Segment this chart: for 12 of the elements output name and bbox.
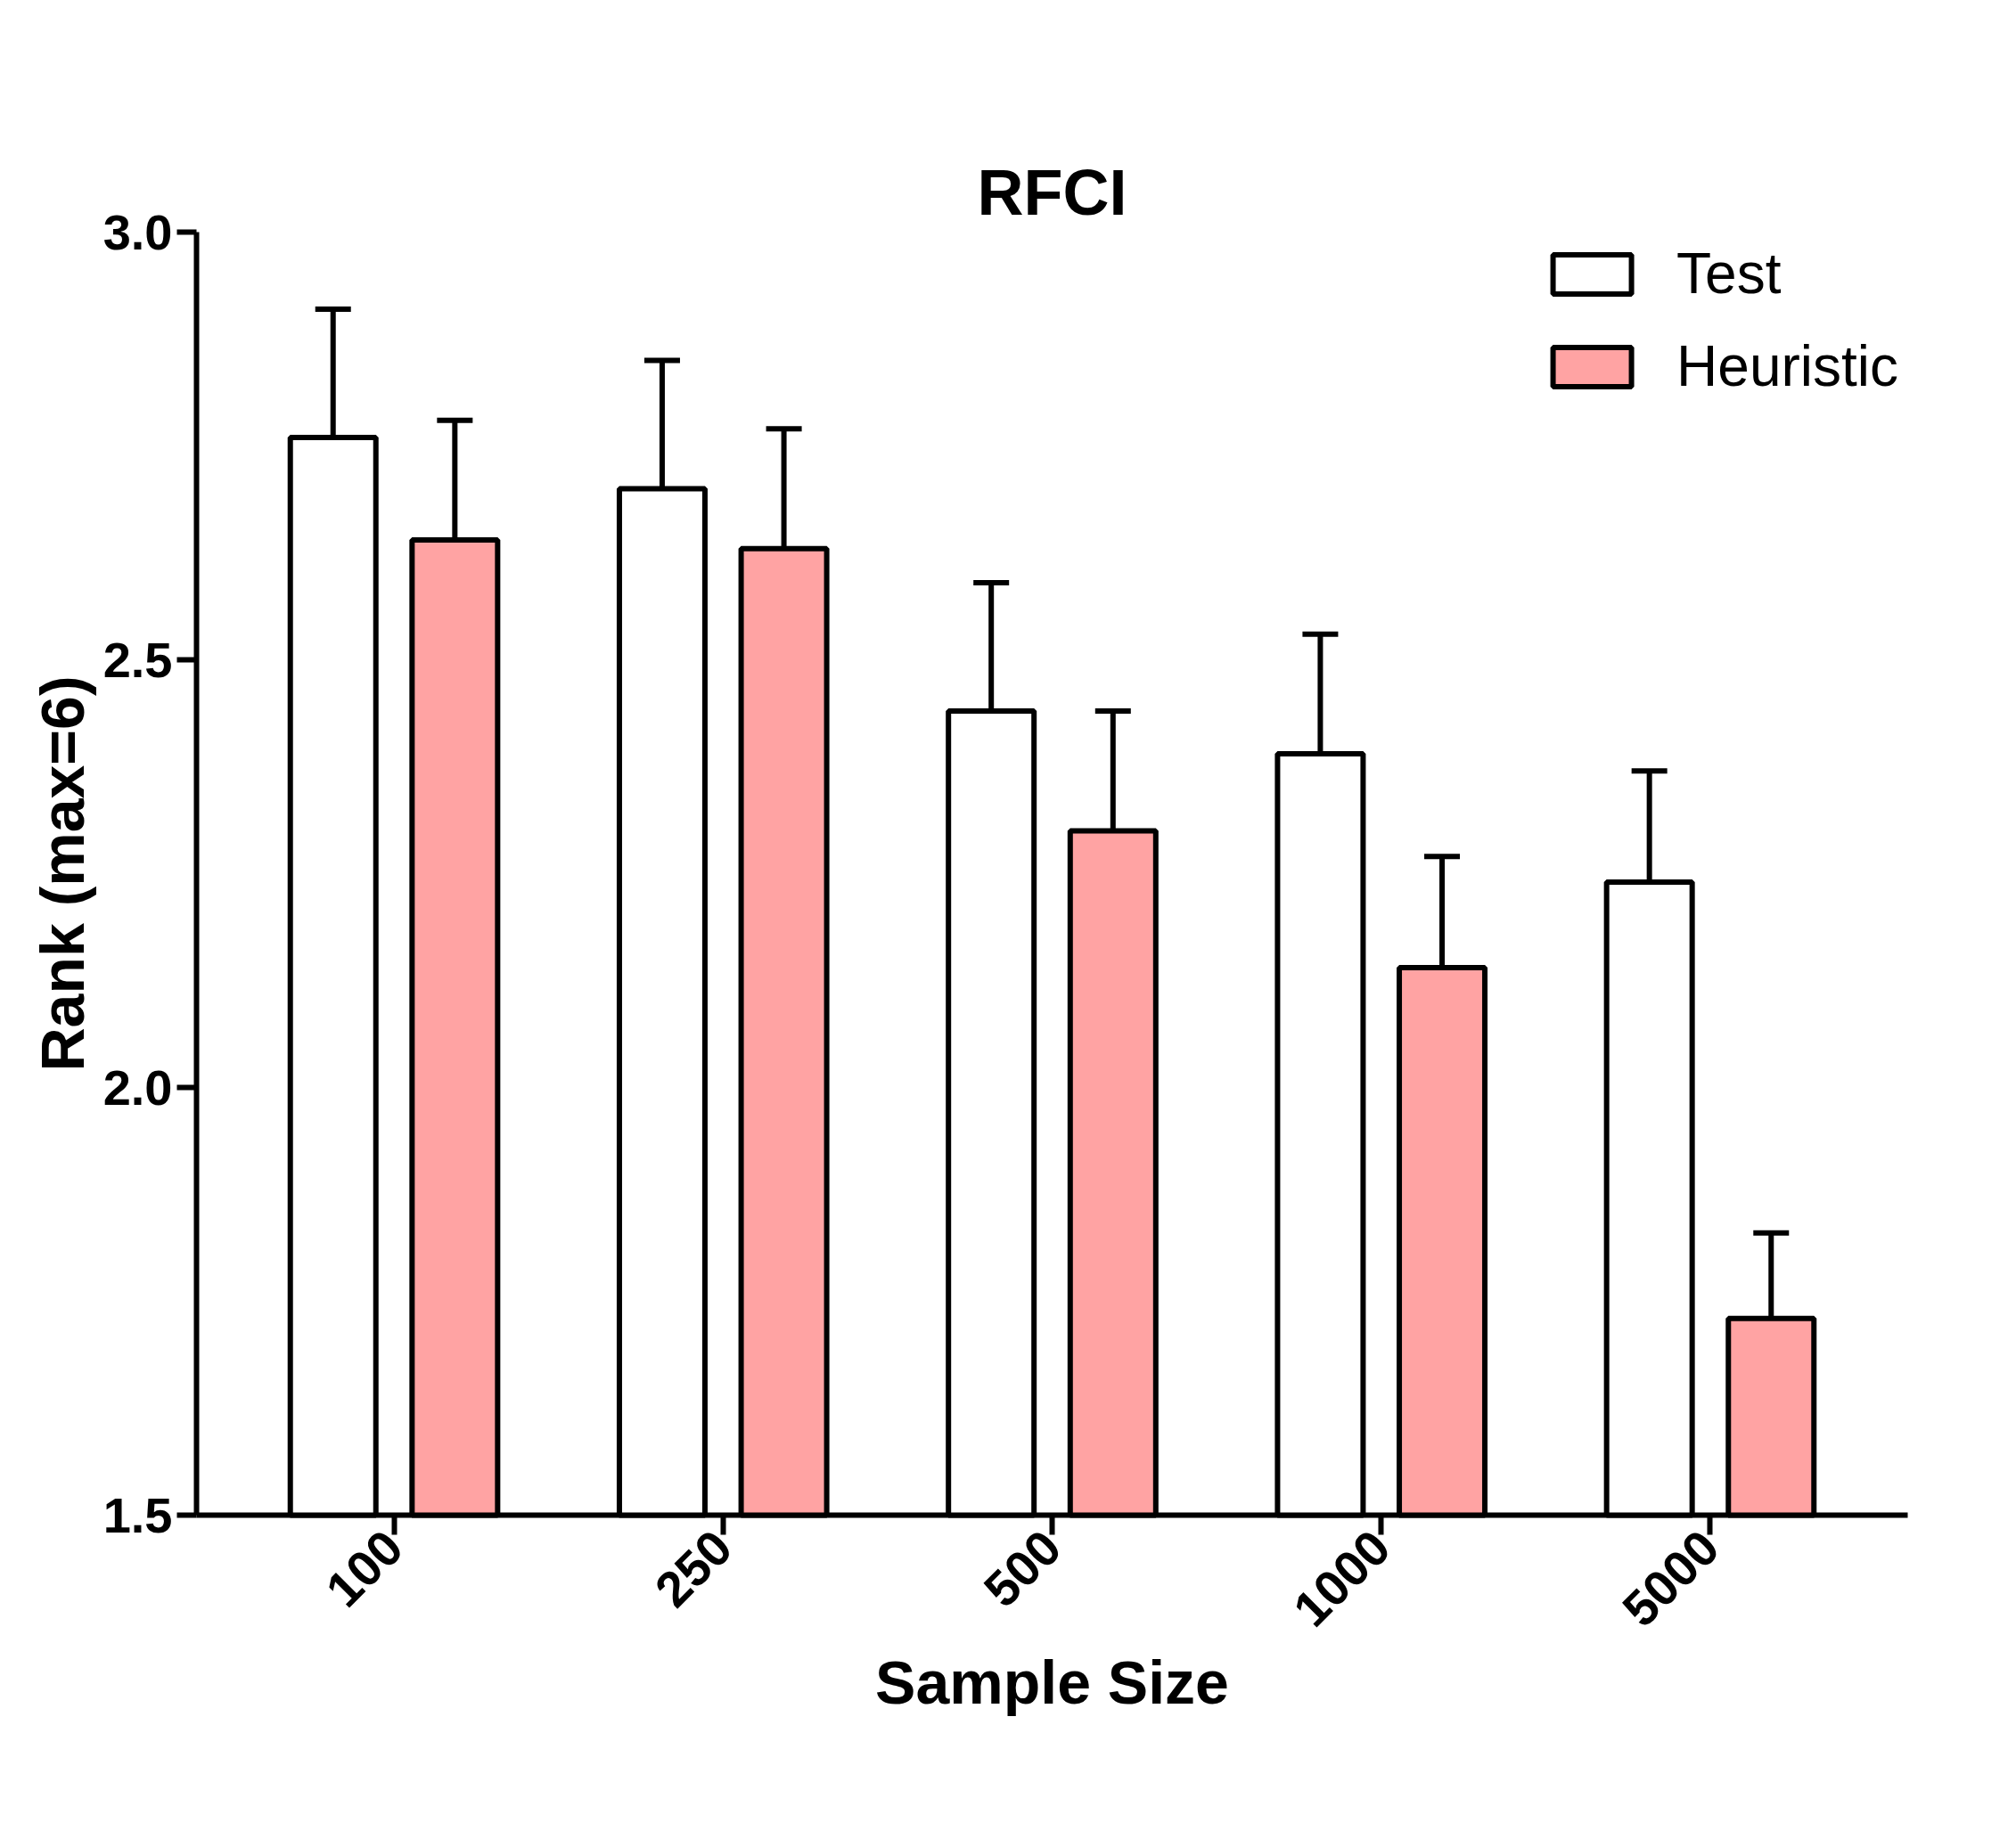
y-tick-label: 1.5 <box>102 1486 173 1543</box>
x-tick-label: 250 <box>643 1518 743 1618</box>
legend-label: Test <box>1676 241 1782 307</box>
x-axis-title: Sample Size <box>875 1648 1229 1717</box>
x-tick-label: 500 <box>972 1518 1072 1618</box>
chart-title: RFCI <box>977 156 1127 228</box>
legend-label: Heuristic <box>1676 333 1898 399</box>
y-axis-title: Rank (max=6) <box>28 675 96 1072</box>
x-tick-label: 100 <box>315 1518 414 1618</box>
y-tick-label: 2.0 <box>102 1059 173 1116</box>
y-tick-label: 3.0 <box>102 203 173 260</box>
y-tick-label: 2.5 <box>102 631 173 688</box>
